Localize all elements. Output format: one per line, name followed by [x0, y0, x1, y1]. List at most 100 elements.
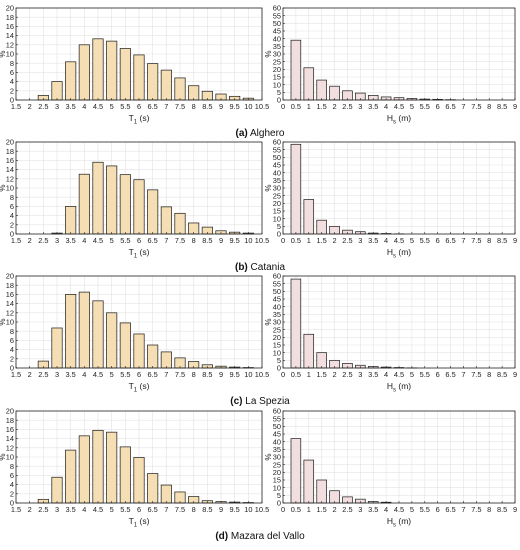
bar [133, 457, 145, 504]
x-tick-label: 3.5 [368, 102, 378, 111]
x-tick-label: 2 [28, 505, 32, 514]
x-axis-label-unit: (m) [396, 247, 411, 257]
bar [78, 291, 90, 369]
x-tick-label: 0 [281, 505, 285, 514]
x-tick-label: 2.5 [342, 505, 352, 514]
x-tick-label: 4 [82, 236, 86, 245]
x-axis-label-subscript: s [393, 120, 396, 126]
chart-b-period: 1.5 2 2.5 3 3.5 4 4.5 5 5.5 6 6.5 7 7.5 8 8.5 9 9.5 10 10.… [0, 138, 269, 260]
x-axis-label: T1 (s) [129, 516, 150, 529]
y-tick-label: 55 [273, 11, 281, 20]
y-tick-label: 25 [273, 57, 281, 66]
x-tick-label: 6 [436, 370, 440, 379]
x-tick-label: 0 [281, 370, 285, 379]
y-tick-label: 18 [6, 416, 14, 425]
x-axis-label-subscript: s [393, 254, 396, 260]
x-tick-label: 2 [332, 236, 336, 245]
x-axis-label-main: T [129, 381, 134, 391]
bar [133, 54, 145, 101]
bar [147, 63, 159, 101]
bar [51, 81, 63, 101]
bar [188, 85, 200, 101]
x-tick-label: 1.5 [317, 370, 327, 379]
x-tick-label: 1.5 [11, 236, 21, 245]
x-tick-label: 8 [487, 236, 491, 245]
y-tick-label: 2 [10, 354, 14, 363]
x-tick-label: 7.5 [471, 102, 481, 111]
x-tick-label: 5 [110, 236, 114, 245]
x-tick-label: 4.5 [394, 370, 404, 379]
chart-d-period: 1.5 2 2.5 3 3.5 4 4.5 5 5.5 6 6.5 7 7.5 8 8.5 9 9.5 10 10.… [0, 407, 269, 529]
x-tick-label: 4.5 [93, 102, 103, 111]
bar [51, 476, 63, 504]
x-tick-label: 7.5 [175, 505, 185, 514]
y-tick-label: 0 [10, 364, 14, 373]
y-tick-label: 50 [273, 19, 281, 28]
bar [160, 69, 172, 101]
x-axis-label-main: T [129, 113, 134, 123]
x-axis-label-unit: (s) [137, 381, 149, 391]
y-tick-label: 40 [273, 302, 281, 311]
x-tick-label: 6.5 [445, 102, 455, 111]
panel-caption-label: (d) [215, 531, 228, 542]
bar [303, 199, 315, 235]
x-tick-label: 8.5 [202, 370, 212, 379]
y-tick-label: 60 [273, 138, 281, 147]
y-tick-label: 12 [6, 443, 14, 452]
x-tick-label: 3 [358, 370, 362, 379]
x-axis-label: Hs (m) [387, 516, 411, 529]
y-tick-label: 60 [273, 272, 281, 281]
x-tick-label: 9 [219, 102, 223, 111]
x-tick-label: 1 [307, 370, 311, 379]
y-tick-label: 15 [273, 476, 281, 485]
chart-c-period: 1.5 2 2.5 3 3.5 4 4.5 5 5.5 6 6.5 7 7.5 8 8.5 9 9.5 10 10.… [0, 272, 269, 394]
x-axis-label-unit: (m) [396, 381, 411, 391]
bar [174, 77, 186, 101]
x-tick-label: 7 [164, 102, 168, 111]
bar [106, 40, 118, 101]
bar [174, 212, 186, 235]
x-tick-label: 2 [28, 236, 32, 245]
x-tick-label: 0.5 [291, 370, 301, 379]
x-tick-label: 8.5 [202, 236, 212, 245]
y-tick-label: 2 [10, 86, 14, 95]
x-tick-label: 5.5 [120, 505, 130, 514]
y-tick-label: 10 [6, 318, 14, 327]
bar [316, 352, 327, 369]
y-tick-label: 20 [273, 199, 281, 208]
y-tick-label: 2 [10, 489, 14, 498]
y-tick-label: 12 [6, 308, 14, 317]
x-tick-label: 3.5 [66, 236, 76, 245]
y-tick-label: 4 [10, 77, 14, 86]
y-tick-label: 6 [10, 202, 14, 211]
y-tick-label: 30 [273, 453, 281, 462]
y-tick-label: 16 [6, 156, 14, 165]
x-tick-label: 10.5 [255, 102, 269, 111]
y-tick-label: 20 [273, 65, 281, 74]
x-axis-label-subscript: s [393, 523, 396, 529]
x-axis-label-unit: (m) [396, 113, 411, 123]
x-axis-label-main: H [387, 247, 393, 257]
y-tick-label: 45 [273, 161, 281, 170]
x-tick-label: 9.5 [230, 505, 240, 514]
x-tick-label: 10 [244, 236, 252, 245]
y-tick-label: 0 [10, 230, 14, 239]
x-tick-label: 10.5 [255, 505, 269, 514]
x-tick-label: 5 [110, 370, 114, 379]
x-tick-label: 6.5 [148, 505, 158, 514]
x-tick-label: 4.5 [394, 236, 404, 245]
x-tick-label: 1 [307, 505, 311, 514]
x-tick-label: 4.5 [93, 505, 103, 514]
x-axis-label: Hs (m) [387, 247, 411, 260]
x-axis-label: T1 (s) [129, 381, 150, 394]
x-tick-label: 6.5 [148, 102, 158, 111]
panel-caption-text: Catania [248, 262, 286, 273]
bar [147, 473, 159, 504]
x-tick-label: 8.5 [497, 236, 507, 245]
y-tick-label: 4 [10, 480, 14, 489]
x-tick-label: 7 [164, 505, 168, 514]
y-tick-label: 55 [273, 279, 281, 288]
x-tick-label: 0.5 [291, 102, 301, 111]
x-axis-label-main: T [129, 516, 134, 526]
